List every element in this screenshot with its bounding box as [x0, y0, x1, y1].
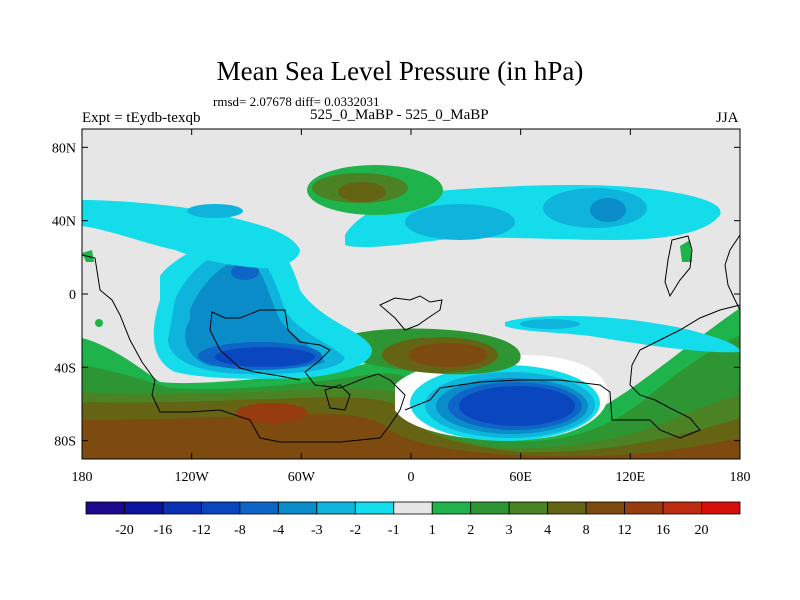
colorbar-swatch	[239, 501, 279, 515]
coastline-west-continent	[82, 254, 406, 443]
coastline-central-island	[379, 295, 443, 331]
colorbar-swatch	[316, 501, 356, 515]
map-plot-area	[82, 129, 740, 459]
colorbar-label: 12	[618, 523, 632, 538]
colorbar-swatch	[470, 501, 510, 515]
x-tick-label: 0	[408, 470, 415, 485]
colorbar-label: 2	[467, 523, 474, 538]
colorbar-label: 8	[583, 523, 590, 538]
pacific-negative-3	[185, 258, 325, 370]
tropical-positive-dot	[95, 319, 103, 327]
pacific-negative-core	[215, 347, 315, 367]
colorbar-label: -3	[311, 523, 323, 538]
south-atlantic-positive-center	[408, 343, 488, 367]
y-tick-label: 0	[69, 288, 76, 303]
colorbar-swatch	[354, 501, 395, 515]
coastline-east-margin	[664, 235, 693, 298]
tropical-positive-patch-right	[680, 240, 692, 262]
coastline-southern-islands	[324, 384, 351, 411]
colorbar-swatch	[277, 501, 318, 515]
colorbar-label: -8	[234, 523, 246, 538]
southern-ocean-positive-core	[236, 403, 308, 423]
colorbar-swatch	[124, 501, 164, 515]
stats-label: rmsd= 2.07678 diff= 0.0332031	[213, 94, 380, 109]
indian-negative-band-core	[520, 319, 580, 329]
southern-ocean-positive-band-5	[82, 414, 740, 459]
colorbar-swatch	[585, 501, 625, 515]
colorbar-swatch	[662, 501, 702, 515]
colorbar-swatch	[162, 501, 202, 515]
x-tick-label: 180	[72, 470, 93, 485]
colorbar-swatch	[508, 501, 549, 515]
colorbar-label: -12	[192, 523, 211, 538]
colorbar-swatch	[85, 501, 125, 515]
x-tick-label: 120W	[175, 470, 210, 485]
chart-title: Mean Sea Level Pressure (in hPa)	[216, 56, 584, 86]
colorbar-label: 3	[506, 523, 513, 538]
colorbar-label: -2	[349, 523, 361, 538]
colorbar-swatch	[431, 501, 472, 515]
colorbar-swatch	[547, 501, 587, 515]
colorbar-label: 4	[544, 523, 551, 538]
north-atlantic-positive-core	[338, 182, 386, 202]
north-pacific-negative	[82, 200, 300, 269]
colorbar-label: -1	[388, 523, 400, 538]
x-tick-label: 60W	[288, 470, 316, 485]
colorbar: -20 -16 -12 -8 -4 -3 -2 -1 1 2 3 4 8 12 16 20	[85, 501, 741, 538]
colorbar-label: 20	[695, 523, 709, 538]
colorbar-swatch	[393, 501, 433, 515]
colorbar-label: -4	[273, 523, 285, 538]
coastline-southern-continent	[404, 304, 740, 439]
season-label: JJA	[716, 110, 739, 126]
axes: 180 120W 60W 0 60E 120E 180 80N 40N 0 40S 80S	[52, 129, 751, 485]
south-indian-negative-core	[459, 386, 575, 426]
y-tick-label: 40N	[52, 215, 76, 230]
colorbar-label: -20	[115, 523, 134, 538]
colorbar-swatch	[624, 501, 664, 515]
y-tick-label: 40S	[54, 361, 76, 376]
x-tick-label: 120E	[616, 470, 646, 485]
x-tick-label: 60E	[509, 470, 532, 485]
y-tick-label: 80S	[54, 435, 76, 450]
comparison-label: 525_0_MaBP - 525_0_MaBP	[310, 107, 489, 123]
pacific-north-negative-core	[231, 264, 259, 280]
coastlines	[82, 234, 740, 443]
coastline-east-arc	[724, 234, 740, 311]
colorbar-label: 16	[656, 523, 670, 538]
colorbar-label: -16	[154, 523, 173, 538]
north-pacific-negative-core	[187, 204, 243, 218]
experiment-label: Expt = tEydb-texqb	[82, 110, 201, 126]
colorbar-swatch	[201, 501, 241, 515]
eurasia-negative-center	[590, 198, 626, 222]
north-atlantic-negative-core	[405, 204, 515, 240]
colorbar-label: 1	[429, 523, 436, 538]
colorbar-swatch	[701, 501, 741, 515]
x-tick-label: 180	[730, 470, 751, 485]
y-tick-label: 80N	[52, 141, 76, 156]
